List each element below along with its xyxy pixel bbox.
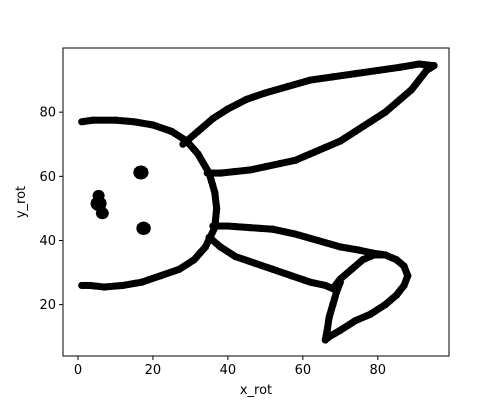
data-point [78,281,86,290]
x-tick-label: 20 [145,363,162,378]
x-tick-label: 80 [370,363,387,378]
data-point [203,169,211,177]
x-tick-label: 40 [220,363,237,378]
plot-frame [62,47,450,357]
data-points [78,60,438,344]
x-tick-label: 60 [295,363,312,378]
data-point [137,222,150,235]
x-axis-label: x_rot [240,383,272,398]
data-point [97,208,108,218]
y-axis-label: y_rot [14,186,29,218]
data-point [94,191,103,200]
y-tick-label: 20 [39,298,56,313]
y-axis-ticks: 20 40 60 80 [39,106,63,313]
data-point [336,278,344,286]
y-tick-label: 40 [39,234,56,249]
y-tick-label: 60 [39,170,56,185]
data-point [134,165,148,180]
x-tick-label: 0 [74,363,82,378]
x-axis-ticks: 0 20 40 60 80 [74,356,386,378]
y-tick-label: 80 [39,106,56,121]
